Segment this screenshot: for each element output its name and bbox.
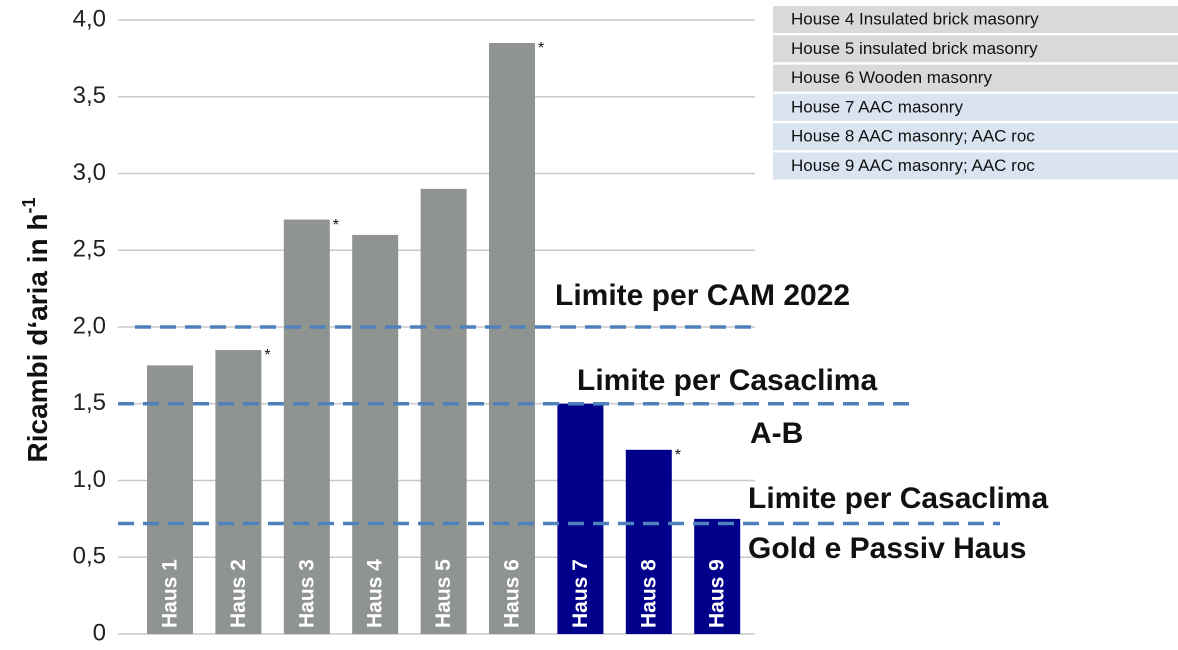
legend-row	[773, 123, 1178, 151]
y-tick-label: 2,5	[73, 236, 106, 263]
bar	[420, 188, 467, 634]
reference-label: Limite per Casaclima	[748, 482, 1048, 515]
bar	[625, 449, 672, 634]
reference-label: A-B	[750, 417, 803, 450]
legend-text: House 8 AAC masonry; AAC roc	[791, 127, 1035, 146]
legend-text: House 4 Insulated brick masonry	[791, 9, 1039, 28]
x-tick-label: Haus 9	[706, 559, 729, 628]
y-tick-label: 0,5	[73, 543, 106, 570]
bar	[557, 403, 604, 634]
legend-text: House 7 AAC masonry	[791, 97, 963, 116]
y-tick-label: 1,5	[73, 389, 106, 416]
legend-row	[773, 152, 1178, 180]
bar	[694, 518, 741, 634]
bar	[215, 350, 262, 634]
bar	[283, 219, 330, 635]
bar	[147, 365, 193, 634]
reference-label: Gold e Passiv Haus	[748, 532, 1026, 565]
y-tick-label: 2,0	[73, 312, 106, 339]
y-tick-label: 1,0	[73, 466, 106, 493]
x-tick-label: Haus 2	[227, 559, 250, 628]
legend-text: House 9 AAC masonry; AAC roc	[791, 156, 1035, 175]
y-axis-label-text: Ricambi d‘aria in h	[22, 214, 53, 463]
x-tick-label: Haus 3	[295, 559, 318, 628]
legend-row	[773, 35, 1178, 63]
asterisk: *	[538, 40, 544, 57]
legend-row	[773, 64, 1178, 92]
x-tick-label: Haus 6	[501, 559, 524, 628]
x-tick-label: Haus 1	[159, 559, 182, 628]
y-tick-label: 3,0	[73, 159, 106, 186]
y-tick-label: 0	[93, 619, 106, 646]
x-tick-label: Haus 8	[637, 559, 660, 628]
legend-text: House 5 insulated brick masonry	[791, 39, 1038, 58]
y-axis-label: Ricambi d‘aria in h-1	[19, 198, 54, 463]
legend-row	[773, 6, 1178, 33]
y-tick-label: 3,5	[73, 82, 106, 109]
legend-text: House 6 Wooden masonry	[791, 68, 992, 87]
y-axis-label-sup: -1	[19, 198, 39, 214]
x-tick-label: Haus 7	[569, 559, 592, 628]
x-tick-label: Haus 5	[432, 559, 455, 628]
reference-label: Limite per CAM 2022	[555, 279, 850, 312]
bar	[352, 234, 399, 634]
x-tick-label: Haus 4	[364, 559, 387, 628]
asterisk: *	[675, 447, 681, 464]
y-tick-label: 4,0	[73, 5, 106, 32]
asterisk: *	[264, 347, 270, 364]
asterisk: *	[333, 217, 339, 234]
legend-row	[773, 93, 1178, 121]
bar	[489, 43, 535, 634]
reference-label: Limite per Casaclima	[577, 364, 877, 397]
